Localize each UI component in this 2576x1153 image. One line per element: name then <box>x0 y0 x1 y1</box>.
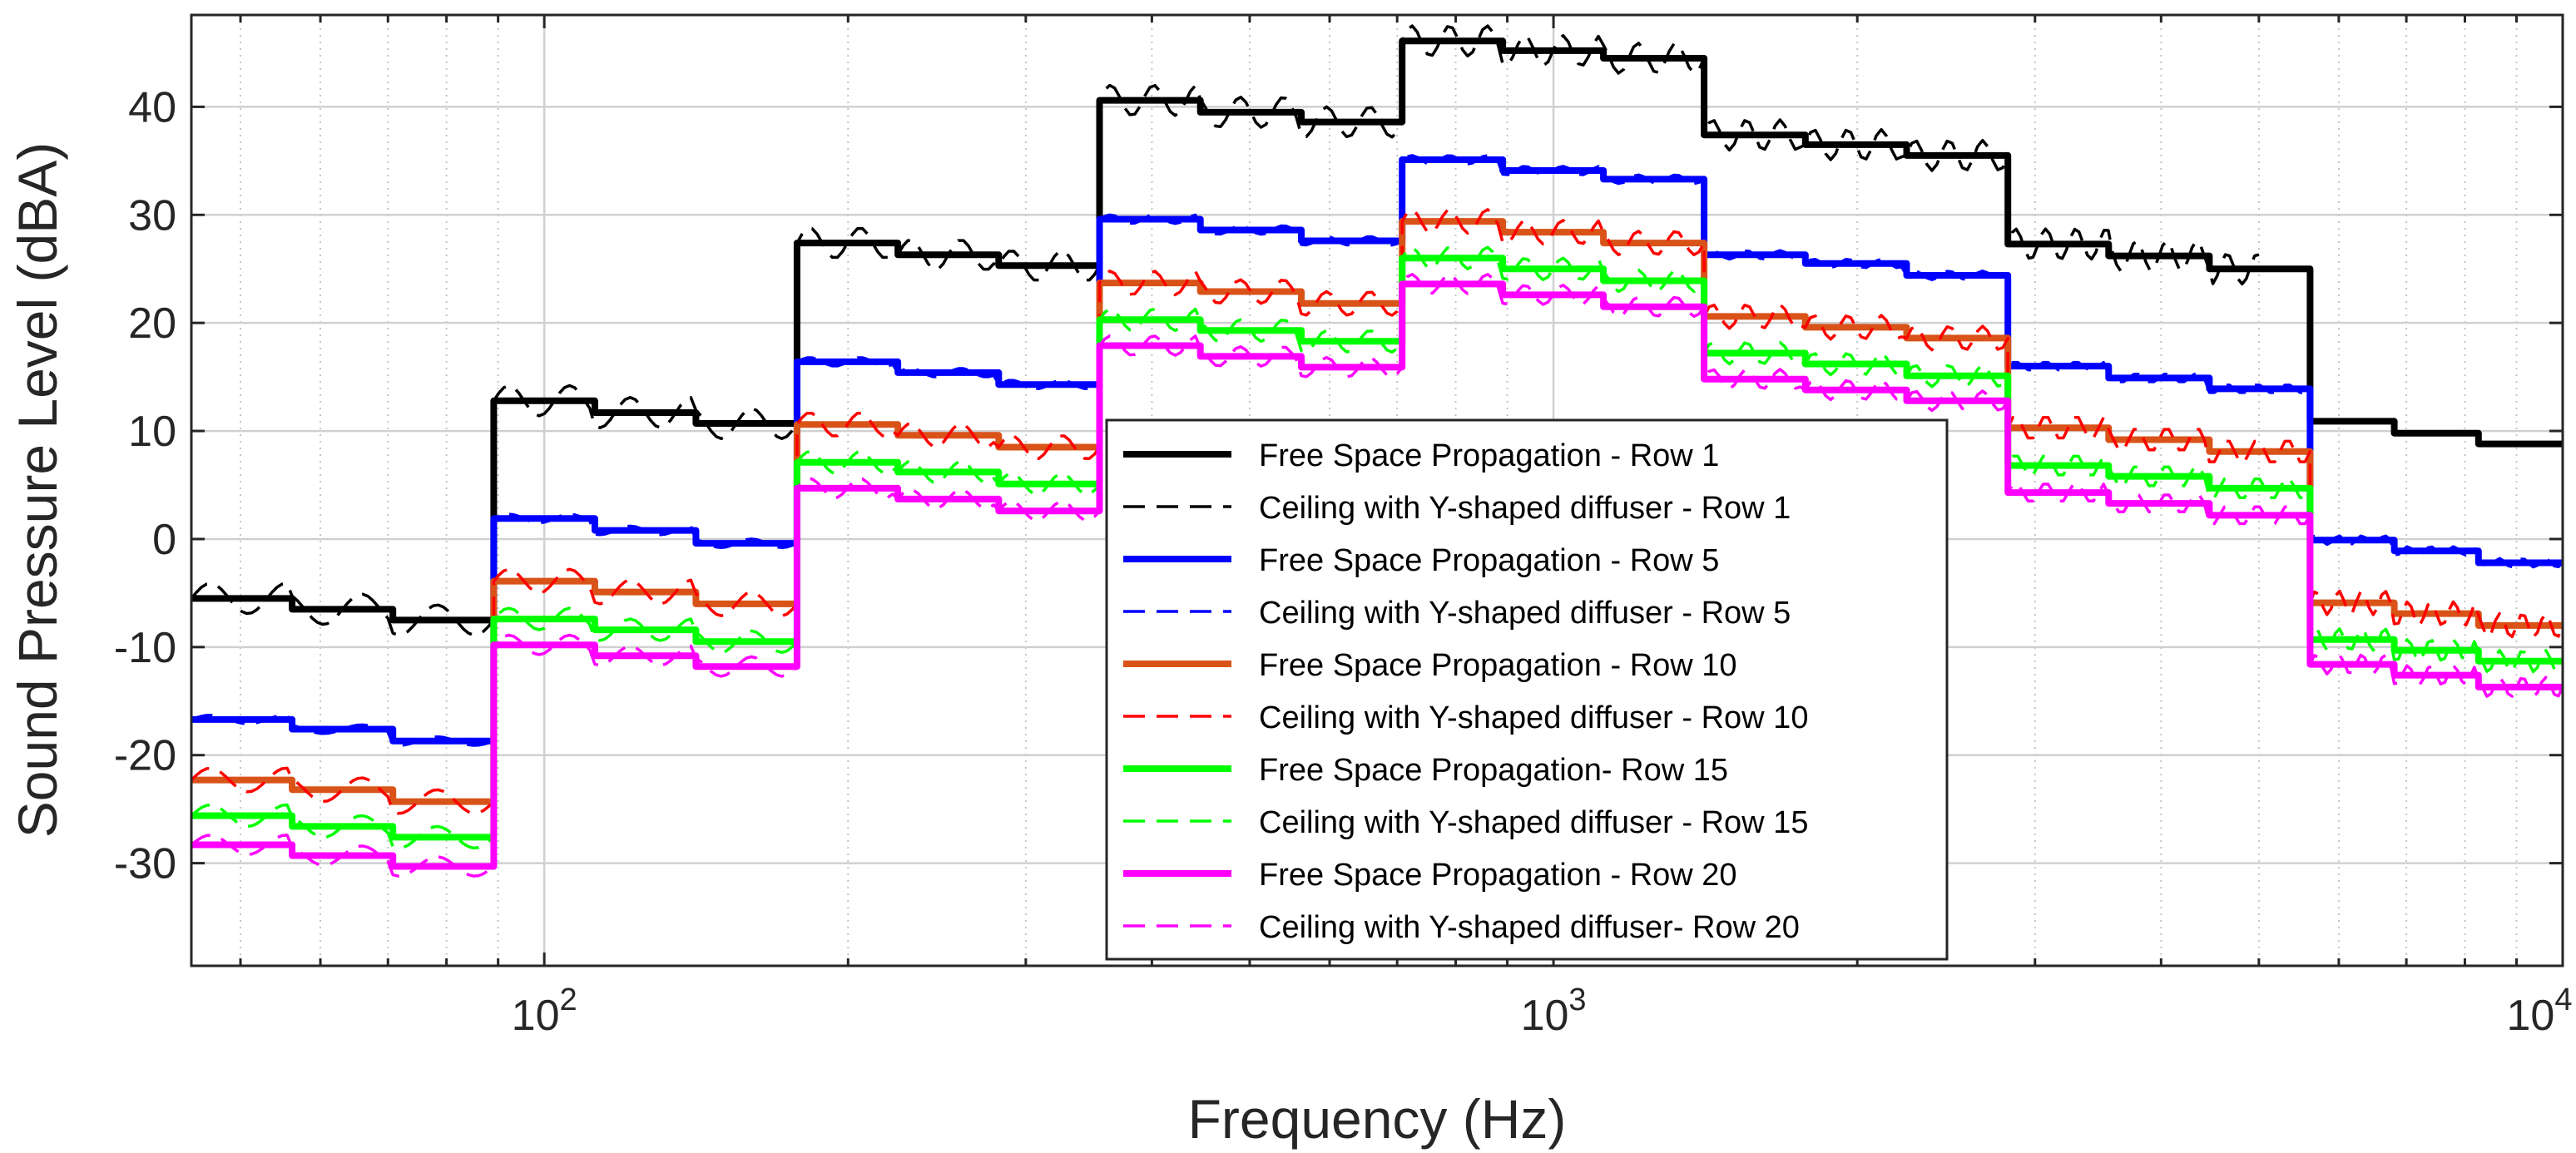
y-tick-label: -30 <box>114 840 176 888</box>
legend-label: Ceiling with Y-shaped diffuser - Row 15 <box>1259 805 1808 840</box>
data-series <box>190 24 2564 878</box>
y-tick-label: 30 <box>128 191 176 240</box>
legend-label: Free Space Propagation - Row 10 <box>1259 648 1737 683</box>
y-tick-label: 20 <box>128 299 176 348</box>
x-tick-label: 102 <box>512 982 577 1040</box>
legend-label: Free Space Propagation - Row 20 <box>1259 858 1737 893</box>
legend: Free Space Propagation - Row 1 Ceiling wi… <box>1105 418 1949 961</box>
series-line-10 <box>190 273 2564 878</box>
y-tick-label: 10 <box>128 408 176 456</box>
legend-label: Free Space Propagation - Row 1 <box>1259 438 1719 473</box>
legend-label: Free Space Propagation - Row 5 <box>1259 543 1719 578</box>
y-tick-label: 0 <box>152 516 176 564</box>
x-tick-label: 104 <box>2507 982 2573 1040</box>
y-tick-label: -10 <box>114 624 176 672</box>
axis-ticks: -30 -20 -10 0 10 20 30 40 102 103 104 <box>114 15 2573 1040</box>
series-line-2 <box>190 24 2260 637</box>
legend-label: Ceiling with Y-shaped diffuser - Row 10 <box>1259 700 1808 735</box>
y-tick-label: 40 <box>128 83 176 131</box>
legend-label: Ceiling with Y-shaped diffuser - Row 1 <box>1259 491 1791 526</box>
plot-frame <box>190 13 2564 967</box>
x-axis-label: Frequency (Hz) <box>1188 1088 1567 1150</box>
legend-label: Ceiling with Y-shaped diffuser- Row 20 <box>1259 910 1800 945</box>
legend-label: Free Space Propagation- Row 15 <box>1259 753 1728 788</box>
y-axis-label: Sound Pressure Level (dBA) <box>7 142 68 838</box>
series-line-4 <box>191 154 2564 747</box>
x-tick-label: 103 <box>1521 982 1587 1040</box>
legend-label: Ceiling with Y-shaped diffuser - Row 5 <box>1259 596 1791 631</box>
legend-box <box>1105 418 1949 961</box>
y-tick-label: -20 <box>114 732 176 780</box>
